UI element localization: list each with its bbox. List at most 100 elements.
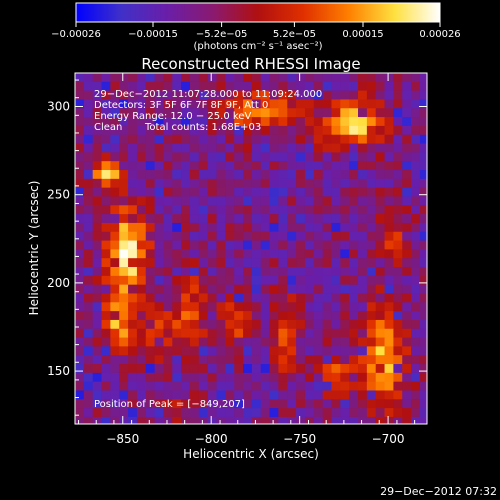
heatmap-cell <box>92 416 103 424</box>
heatmap-cell <box>340 170 350 180</box>
heatmap-cell <box>110 143 120 153</box>
heatmap-cell <box>419 311 427 321</box>
heatmap-cell <box>322 372 333 383</box>
heatmap-cell <box>163 355 173 365</box>
heatmap-cell <box>296 381 306 392</box>
heatmap-cell <box>304 267 315 277</box>
heatmap-cell <box>358 214 368 224</box>
heatmap-cell <box>278 364 288 374</box>
heatmap-cell <box>92 214 103 224</box>
heatmap-cell <box>128 390 138 400</box>
colorbar-tick-label: 0.00015 <box>342 29 383 40</box>
heatmap-cell <box>251 214 262 224</box>
heatmap-cell <box>234 81 244 92</box>
heatmap-cell <box>419 125 427 136</box>
heatmap-cell <box>189 187 200 198</box>
heatmap-cell <box>375 355 386 365</box>
heatmap-cell <box>216 90 226 101</box>
heatmap-cell <box>154 152 165 162</box>
heatmap-cell <box>375 117 386 127</box>
heatmap-cell <box>251 117 262 127</box>
heatmap-cell <box>411 267 421 277</box>
heatmap-cell <box>92 275 103 286</box>
heatmap-cell <box>296 249 306 259</box>
heatmap-cell <box>145 381 156 392</box>
heatmap-cell <box>366 240 377 250</box>
heatmap-cell <box>243 381 253 392</box>
heatmap-cell <box>402 161 412 171</box>
heatmap-cell <box>128 240 138 250</box>
heatmap-cell <box>181 187 191 198</box>
heatmap-cell <box>172 152 182 162</box>
heatmap-cell <box>304 302 315 312</box>
heatmap-cell <box>375 161 386 171</box>
heatmap-cell <box>269 311 280 321</box>
heatmap-cell <box>331 302 341 312</box>
heatmap-cell <box>83 240 94 250</box>
heatmap-cell <box>154 337 165 347</box>
heatmap-cell <box>358 170 368 180</box>
heatmap-cell <box>331 143 341 153</box>
heatmap-cell <box>101 73 111 83</box>
heatmap-cell <box>313 390 324 400</box>
heatmap-cell <box>296 108 306 118</box>
heatmap-cell <box>419 73 427 83</box>
heatmap-cell <box>393 399 403 409</box>
heatmap-cell <box>163 231 173 242</box>
heatmap-cell <box>331 319 341 330</box>
heatmap-cell <box>419 337 427 347</box>
heatmap-cell <box>375 408 386 418</box>
heatmap-cell <box>251 152 262 162</box>
heatmap-cell <box>393 355 403 365</box>
heatmap-cell <box>358 284 368 295</box>
heatmap-cell <box>172 399 182 409</box>
heatmap-cell <box>172 249 182 259</box>
heatmap-cell <box>216 152 226 162</box>
heatmap-cell <box>181 178 191 189</box>
heatmap-cell <box>322 416 333 424</box>
heatmap-cell <box>287 187 297 198</box>
heatmap-cell <box>393 381 403 392</box>
heatmap-cell <box>322 222 333 233</box>
heatmap-cell <box>340 214 350 224</box>
y-axis-label: Heliocentric Y (arcsec) <box>27 181 41 316</box>
heatmap-cell <box>163 267 173 277</box>
heatmap-cell <box>278 196 288 206</box>
heatmap-cell <box>375 267 386 277</box>
heatmap-cell <box>128 170 138 180</box>
heatmap-cell <box>349 408 359 418</box>
heatmap-cell <box>322 117 333 127</box>
heatmap-cell <box>92 90 103 101</box>
heatmap-cell <box>243 125 253 136</box>
y-tick-label: 200 <box>47 276 70 290</box>
heatmap-cell <box>349 302 359 312</box>
heatmap-cell <box>304 399 315 409</box>
heatmap-cell <box>260 399 271 409</box>
heatmap-cell <box>366 408 377 418</box>
heatmap-cell <box>313 117 324 127</box>
heatmap-cell <box>419 222 427 233</box>
heatmap-cell <box>419 381 427 392</box>
heatmap-cell <box>181 205 191 215</box>
heatmap-cell <box>225 99 235 109</box>
heatmap-cell <box>322 108 333 118</box>
heatmap-cell <box>340 143 350 153</box>
heatmap-cell <box>384 408 394 418</box>
heatmap-cell <box>358 81 368 92</box>
heatmap-cell <box>101 319 111 330</box>
heatmap-cell <box>128 302 138 312</box>
heatmap-cell <box>269 293 280 303</box>
heatmap-cell <box>92 134 103 145</box>
heatmap-cell <box>92 311 103 321</box>
heatmap-cell <box>358 108 368 118</box>
heatmap-cell <box>304 161 315 171</box>
heatmap-cell <box>101 170 111 180</box>
heatmap-cell <box>172 258 182 268</box>
heatmap-cell <box>322 399 333 409</box>
heatmap-cell <box>340 381 350 392</box>
heatmap-cell <box>225 408 235 418</box>
heatmap-cell <box>384 390 394 400</box>
heatmap-cell <box>296 178 306 189</box>
heatmap-cell <box>163 152 173 162</box>
heatmap-cell <box>287 161 297 171</box>
